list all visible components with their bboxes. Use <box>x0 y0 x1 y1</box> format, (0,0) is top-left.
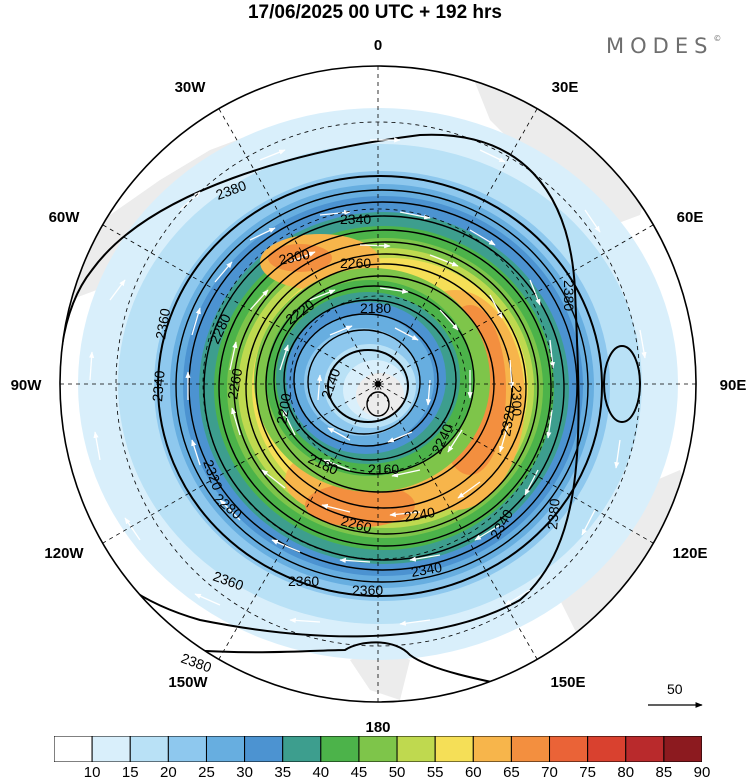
contour-label: 2340 <box>149 370 168 403</box>
contour-2360 <box>157 175 603 597</box>
colorbar-tick-label: 15 <box>121 764 139 781</box>
antarctica-core <box>356 373 404 417</box>
colorbar-tick-label: 45 <box>350 764 368 781</box>
contour-2380-south <box>189 641 531 691</box>
colorbar-swatch <box>472 735 512 763</box>
polar-map: 0 30E 60E 90E 120E 150E 180 150W 120W 90… <box>11 37 747 735</box>
colorbar-ticks: 10 15 20 25 30 35 40 45 50 55 60 65 70 75 80 85 90 <box>0 764 750 782</box>
contour-label: 2180 <box>360 300 391 316</box>
colorbar-swatch <box>549 735 589 763</box>
contour-label: 2200 <box>273 392 294 426</box>
contour-label: 2360 <box>152 307 173 341</box>
lon-label-60w: 60W <box>49 209 81 226</box>
contour-label: 2260 <box>224 367 245 401</box>
colorbar-swatch <box>244 735 284 763</box>
colorbar-swatch <box>434 735 474 763</box>
wind-vectors <box>88 137 647 626</box>
map-boundary <box>59 65 697 703</box>
contour-label: 2380 <box>544 498 563 531</box>
pole-marker <box>375 381 381 387</box>
contour-label: 2360 <box>288 573 319 589</box>
lon-label-30e: 30E <box>552 79 579 96</box>
brand-name: MODES <box>606 34 714 58</box>
colorbar-swatch <box>358 735 398 763</box>
lon-label-120e: 120E <box>672 545 707 562</box>
colorbar-swatch <box>625 735 665 763</box>
contour-label: 2320 <box>497 404 518 438</box>
lon-label-60e: 60E <box>677 209 704 226</box>
colorbar-tick-label: 35 <box>274 764 292 781</box>
lon-label-90w: 90W <box>11 377 43 394</box>
colorbar-swatch <box>129 735 169 763</box>
lon-label-30w: 30W <box>175 79 207 96</box>
colorbar-tick-label: 80 <box>617 764 635 781</box>
colorbar-swatch <box>663 735 703 763</box>
colorbar-swatch <box>167 735 207 763</box>
colorbar-swatch <box>91 735 131 763</box>
contour-label: 2340 <box>340 211 371 227</box>
colorbar-tick-label: 20 <box>160 764 177 781</box>
colorbar <box>53 735 703 763</box>
chart-title: 17/06/2025 00 UTC + 192 hrs <box>247 2 503 23</box>
colorbar-tick-label: 50 <box>388 764 406 781</box>
colorbar-swatch <box>587 735 627 763</box>
africa-landmass <box>470 70 650 230</box>
colorbar-tick-label: 25 <box>198 764 215 781</box>
colorbar-tick-label: 40 <box>312 764 330 781</box>
lon-label-180: 180 <box>365 719 390 735</box>
contour-2140 <box>327 349 409 423</box>
colorbar-tick-label: 75 <box>579 764 596 781</box>
lon-label-90e: 90E <box>720 377 747 394</box>
colorbar-swatch <box>510 735 551 763</box>
contour-label: 2340 <box>410 559 444 580</box>
colorbar-tick-label: 85 <box>655 764 673 781</box>
graticule <box>60 66 696 702</box>
colorbar-tick-label: 60 <box>464 764 482 781</box>
colorbar-swatch <box>396 735 436 763</box>
colorbar-swatch <box>205 735 246 763</box>
colorbar-swatch <box>53 735 93 763</box>
lon-label-120w: 120W <box>44 545 84 562</box>
colorbar-swatch <box>320 735 360 763</box>
colorbar-tick-label: 90 <box>693 764 711 781</box>
contour-label: 2240 <box>403 504 437 525</box>
contour-low-center <box>366 391 390 417</box>
copyright-mark: © <box>713 34 722 43</box>
contour-label: 2380 <box>561 280 577 311</box>
colorbar-tick-label: 55 <box>426 764 444 781</box>
colorbar-tick-label: 70 <box>541 764 558 781</box>
colorbar-tick-label: 10 <box>83 764 101 781</box>
contour-label: 2260 <box>339 512 373 536</box>
contour-label: 2260 <box>340 255 371 271</box>
lon-label-0: 0 <box>374 37 382 54</box>
colorbar-tick-label: 65 <box>503 764 520 781</box>
lon-label-150e: 150E <box>550 674 585 691</box>
colorbar-swatch <box>282 735 322 763</box>
modes-logo: MODES© <box>606 34 721 58</box>
lon-label-150w: 150W <box>168 674 208 691</box>
reference-vector-label: 50 <box>667 681 683 697</box>
contour-label: 2160 <box>368 461 399 477</box>
contour-label: 2360 <box>352 582 383 598</box>
contour-label: 2300 <box>277 246 311 268</box>
colorbar-tick-label: 30 <box>236 764 253 781</box>
contour-label: 2300 <box>509 385 525 416</box>
band-70-south <box>305 483 415 527</box>
